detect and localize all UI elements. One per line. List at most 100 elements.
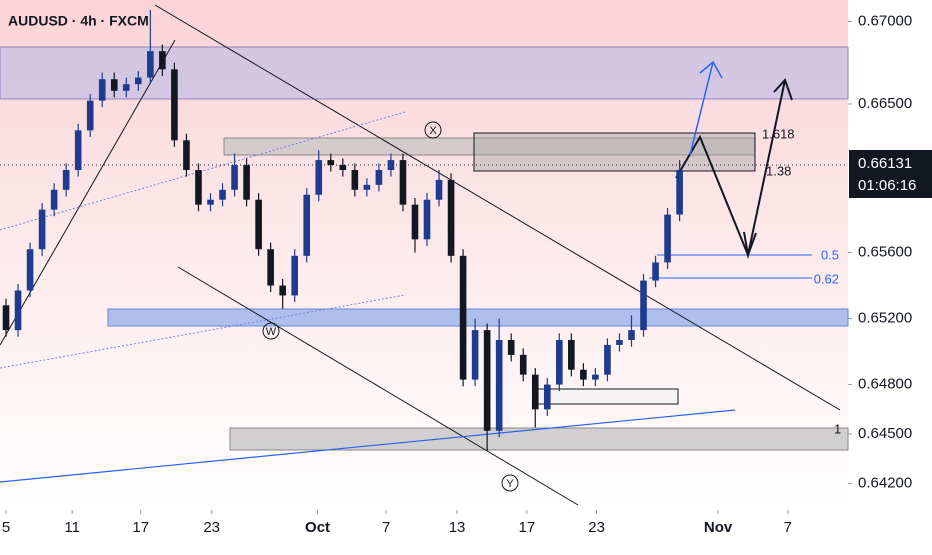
candle-body xyxy=(171,69,178,141)
candle-body xyxy=(616,340,623,345)
candle-body xyxy=(652,262,659,281)
wave-circle xyxy=(262,322,280,340)
candle-body xyxy=(207,199,214,205)
x-tick-label: 17 xyxy=(132,519,149,536)
candle-body xyxy=(640,280,647,331)
candle-body xyxy=(26,249,34,291)
channel-line xyxy=(0,294,406,369)
candle-body xyxy=(447,179,455,256)
candle-body xyxy=(14,290,22,331)
candle-body xyxy=(2,305,10,331)
candle-body xyxy=(279,285,286,296)
candle-body xyxy=(339,165,347,170)
x-tick-label: 23 xyxy=(588,519,605,536)
candle-body xyxy=(459,255,467,380)
fib-label: 1 xyxy=(834,421,841,436)
candle-body xyxy=(195,170,202,205)
candle-body xyxy=(327,160,335,166)
candle-body xyxy=(423,199,431,240)
price-badge xyxy=(849,150,932,198)
candle-body xyxy=(351,170,359,190)
candle-body xyxy=(303,194,311,256)
wave-circle xyxy=(501,474,519,492)
fib-label: 0.62 xyxy=(814,271,839,286)
x-tick-label: 5 xyxy=(2,519,10,536)
y-tick-label: 0.64200 xyxy=(858,475,912,492)
candle-body xyxy=(495,340,503,431)
candle-body xyxy=(98,79,106,101)
candle-body xyxy=(471,330,479,380)
candle-body xyxy=(664,214,671,263)
y-tick-label: 0.65600 xyxy=(858,243,912,260)
candle-body xyxy=(50,189,58,210)
candle-body xyxy=(592,374,599,380)
arrow-head xyxy=(743,231,757,259)
fib-label: 1.38 xyxy=(766,163,791,178)
trend-line xyxy=(177,266,579,506)
candle-body xyxy=(363,184,371,190)
candle-body xyxy=(387,160,395,170)
x-tick-label: Oct xyxy=(305,519,330,536)
time-axis-area xyxy=(0,510,848,550)
candle-body xyxy=(568,340,575,370)
candle-body xyxy=(122,84,130,91)
candles xyxy=(2,9,683,451)
y-tick-label: 0.67000 xyxy=(858,12,912,29)
fib-label: 0.5 xyxy=(821,247,839,262)
wave-label: W xyxy=(266,326,277,338)
countdown: 01:06:16 xyxy=(858,177,916,194)
candle-body xyxy=(556,340,563,385)
x-tick-label: 17 xyxy=(518,519,535,536)
candle-body xyxy=(507,340,515,355)
fib-label: 1.618 xyxy=(762,126,795,141)
candle-body xyxy=(219,189,226,200)
candle-body xyxy=(86,100,94,131)
arrow-head xyxy=(699,60,723,79)
candle-body xyxy=(580,369,587,380)
candle-body xyxy=(315,160,323,195)
projection-arrow xyxy=(689,61,714,156)
candle-body xyxy=(483,330,491,431)
candle-body xyxy=(628,330,635,340)
candle-body xyxy=(110,79,118,91)
candle-body xyxy=(543,384,551,410)
candle-body xyxy=(231,165,238,190)
candle-body xyxy=(267,249,274,286)
wave-circle xyxy=(424,121,442,139)
last-price: 0.66131 xyxy=(858,155,912,172)
candle-body xyxy=(159,51,166,70)
candle-body xyxy=(519,354,527,375)
base-box xyxy=(534,388,679,405)
y-tick-label: 0.64800 xyxy=(858,376,912,393)
candle-body xyxy=(74,130,82,170)
chart-title: AUDUSD · 4h · FXCM xyxy=(8,13,149,29)
trend-line xyxy=(154,4,841,411)
candle-body xyxy=(676,170,683,215)
candle-body xyxy=(531,374,539,410)
supply-zone xyxy=(0,46,849,100)
candle-body xyxy=(38,209,46,250)
candle-body xyxy=(183,140,190,170)
candle-body xyxy=(135,77,142,85)
x-tick-label: 11 xyxy=(64,519,80,536)
candle-body xyxy=(62,170,70,190)
candle-body xyxy=(375,170,383,185)
candle-body xyxy=(243,165,250,200)
x-tick-label: 7 xyxy=(784,519,792,536)
wave-label: Y xyxy=(506,478,514,490)
x-tick-label: 23 xyxy=(203,519,220,536)
x-tick-label: 7 xyxy=(382,519,390,536)
candle-body xyxy=(147,51,154,78)
candle-body xyxy=(411,204,419,240)
projection-path xyxy=(675,79,786,259)
price-axis-area xyxy=(848,0,932,550)
wave-label: X xyxy=(429,125,437,137)
candle-body xyxy=(604,344,611,375)
demand-zone xyxy=(229,427,849,451)
y-tick-label: 0.66500 xyxy=(858,95,912,112)
candle-body xyxy=(435,179,443,200)
x-tick-label: 13 xyxy=(449,519,466,536)
trend-line xyxy=(0,409,736,483)
candle-body xyxy=(255,199,262,250)
